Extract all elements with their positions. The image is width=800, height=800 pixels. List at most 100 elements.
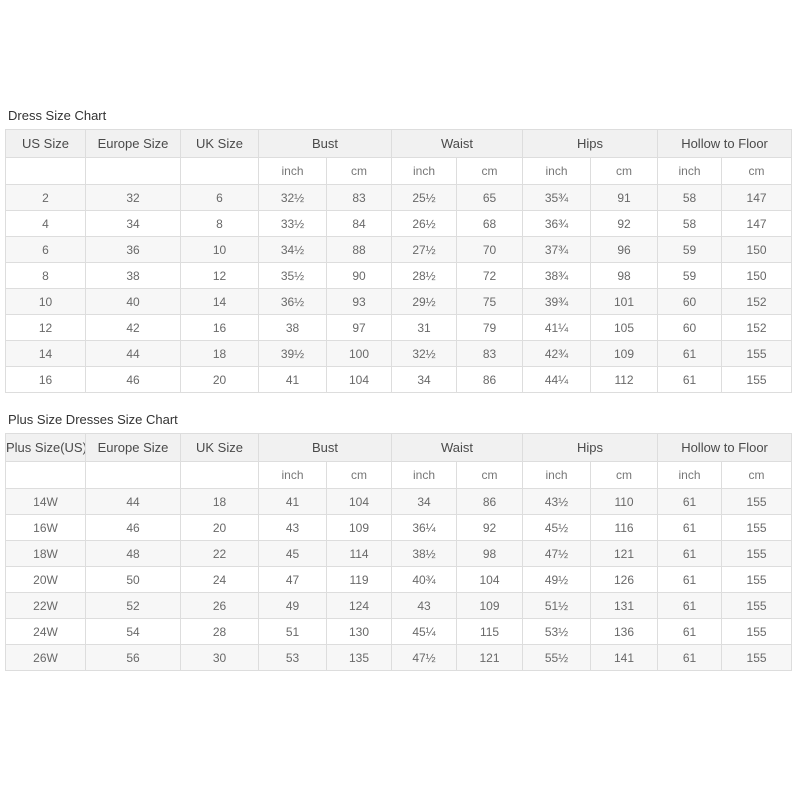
data-cell: 155: [721, 566, 793, 593]
data-cell: 104: [456, 566, 524, 593]
data-cell: 83: [456, 340, 524, 367]
unit-header-cell: inch: [391, 461, 458, 489]
data-cell: 29½: [391, 288, 458, 315]
dress-size-chart-table: US Size Europe Size UK Size Bust Waist Hips Ho…: [5, 129, 795, 393]
data-cell: 61: [657, 540, 723, 567]
data-cell: 46: [85, 514, 181, 541]
data-cell: 121: [456, 644, 524, 671]
data-cell: 47: [258, 566, 327, 593]
data-cell: 92: [456, 514, 524, 541]
data-cell: 16W: [5, 514, 86, 541]
data-cell: 20: [180, 366, 259, 393]
data-cell: 30: [180, 644, 259, 671]
unit-row: inch cm inch cm inch cm inch cm: [5, 461, 793, 489]
data-cell: 32½: [258, 184, 327, 211]
data-cell: 70: [456, 236, 524, 263]
data-cell: 114: [325, 540, 393, 567]
data-cell: 4: [5, 210, 86, 237]
data-cell: 38¾: [522, 262, 592, 289]
data-cell: 34: [85, 210, 181, 237]
unit-header-cell: inch: [657, 157, 723, 185]
unit-header-cell: inch: [258, 157, 327, 185]
data-cell: 51: [258, 618, 327, 645]
data-cell: 59: [657, 236, 723, 263]
data-cell: 20: [180, 514, 259, 541]
data-cell: 131: [590, 592, 659, 619]
data-cell: 38½: [391, 540, 458, 567]
data-cell: 41: [258, 366, 327, 393]
data-cell: 45: [258, 540, 327, 567]
data-cell: 119: [325, 566, 393, 593]
data-cell: 97: [325, 314, 393, 341]
data-cell: 25½: [391, 184, 458, 211]
data-cell: 28: [180, 618, 259, 645]
data-cell: 49: [258, 592, 327, 619]
unit-header-cell: inch: [391, 157, 458, 185]
column-header: US Size: [5, 129, 86, 158]
empty-header-cell: [85, 461, 181, 489]
unit-header-cell: inch: [657, 461, 723, 489]
data-cell: 83: [325, 184, 393, 211]
plus-size-chart-table: Plus Size(US) Europe Size UK Size Bust Waist…: [5, 433, 795, 671]
unit-header-cell: cm: [590, 461, 659, 489]
data-cell: 104: [325, 488, 393, 515]
data-cell: 121: [590, 540, 659, 567]
data-cell: 14: [5, 340, 86, 367]
column-header: Waist: [391, 433, 524, 462]
column-header: Hollow to Floor: [657, 433, 793, 462]
data-cell: 75: [456, 288, 524, 315]
data-cell: 109: [456, 592, 524, 619]
data-cell: 50: [85, 566, 181, 593]
data-cell: 86: [456, 488, 524, 515]
table-row: 20W 50 24 47 119 40¾ 104 49½ 126 61 155: [5, 566, 793, 593]
column-header: Europe Size: [85, 433, 181, 462]
data-cell: 61: [657, 514, 723, 541]
header-row: Plus Size(US) Europe Size UK Size Bust Waist…: [5, 433, 793, 462]
data-cell: 155: [721, 592, 793, 619]
data-cell: 49½: [522, 566, 592, 593]
data-cell: 34: [391, 488, 458, 515]
data-cell: 58: [657, 210, 723, 237]
data-cell: 47½: [391, 644, 458, 671]
data-cell: 10: [5, 288, 86, 315]
column-header: Bust: [257, 433, 393, 462]
data-cell: 53½: [522, 618, 592, 645]
data-cell: 45½: [522, 514, 592, 541]
data-cell: 141: [590, 644, 659, 671]
header-row: US Size Europe Size UK Size Bust Waist Hips Ho…: [5, 129, 793, 158]
dress-size-chart-title: Dress Size Chart: [8, 108, 107, 123]
data-cell: 31: [391, 314, 458, 341]
column-header: UK Size: [180, 433, 259, 462]
data-cell: 14: [180, 288, 259, 315]
data-cell: 155: [721, 340, 793, 367]
data-cell: 35¾: [522, 184, 592, 211]
data-cell: 39½: [258, 340, 327, 367]
data-cell: 40¾: [391, 566, 458, 593]
data-cell: 124: [325, 592, 393, 619]
data-cell: 109: [325, 514, 393, 541]
data-cell: 26W: [5, 644, 86, 671]
table-row: 16W 46 20 43 109 36¼ 92 45½ 116 61 155: [5, 514, 793, 541]
data-cell: 88: [325, 236, 393, 263]
data-cell: 79: [456, 314, 524, 341]
data-cell: 24: [180, 566, 259, 593]
data-cell: 155: [721, 540, 793, 567]
data-cell: 98: [456, 540, 524, 567]
data-cell: 96: [590, 236, 659, 263]
data-cell: 38: [258, 314, 327, 341]
data-cell: 18: [180, 488, 259, 515]
data-cell: 152: [721, 288, 793, 315]
data-cell: 26½: [391, 210, 458, 237]
data-cell: 37¾: [522, 236, 592, 263]
data-cell: 53: [258, 644, 327, 671]
data-cell: 6: [5, 236, 86, 263]
empty-header-cell: [180, 461, 259, 489]
data-cell: 61: [657, 340, 723, 367]
data-cell: 109: [590, 340, 659, 367]
data-cell: 147: [721, 184, 793, 211]
data-cell: 36¼: [391, 514, 458, 541]
empty-header-cell: [85, 157, 181, 185]
data-cell: 61: [657, 592, 723, 619]
data-cell: 43: [258, 514, 327, 541]
data-cell: 86: [456, 366, 524, 393]
